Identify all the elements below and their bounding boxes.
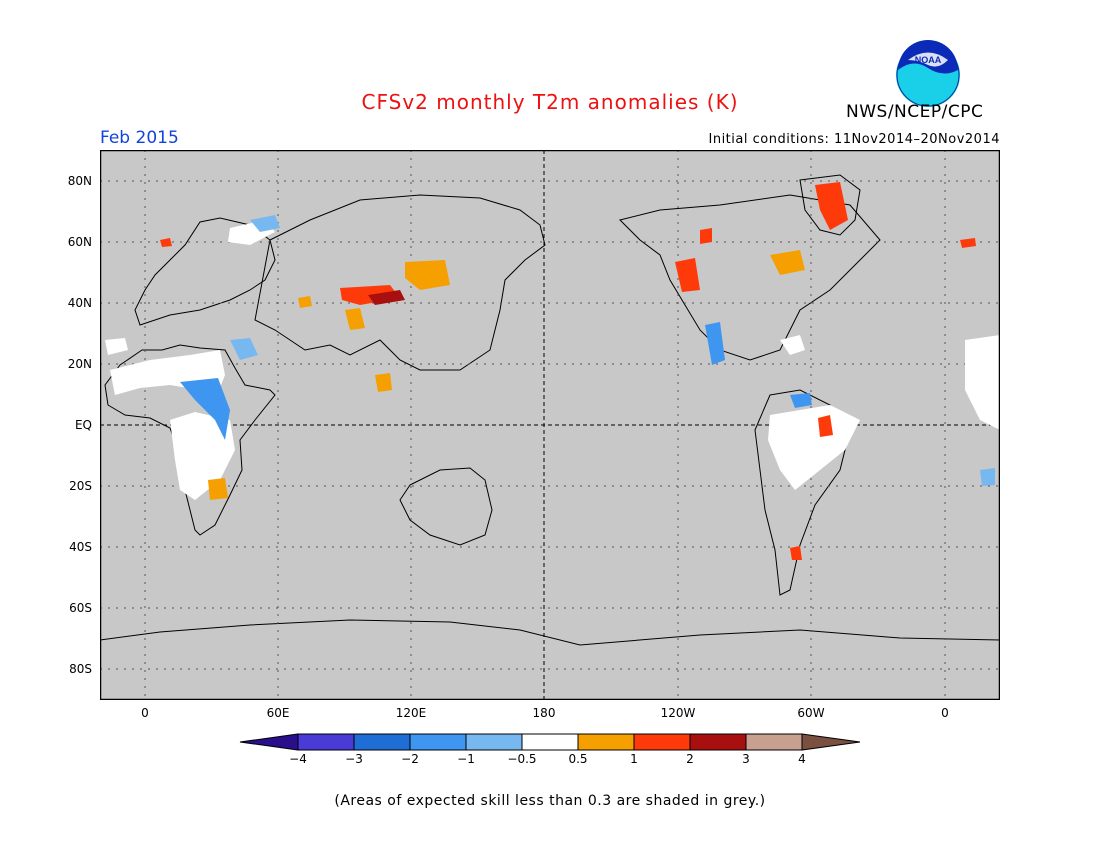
lon-label: 60E: [266, 706, 290, 720]
period-label: Feb 2015: [100, 128, 179, 148]
colorbar-arrow-low: [239, 733, 299, 751]
lon-label: 0: [941, 706, 949, 720]
colorbar: [239, 733, 861, 751]
map-frame: [100, 150, 1000, 700]
colorbar-label: −4: [289, 752, 307, 766]
lon-label: 180: [532, 706, 556, 720]
lat-label: 60S: [69, 601, 92, 615]
colorbar-label: 2: [686, 752, 694, 766]
colorbar-label: 3: [742, 752, 750, 766]
colorbar-label: −1: [457, 752, 475, 766]
lat-label: 20N: [67, 357, 92, 371]
anomaly-patches: [105, 182, 1000, 560]
colorbar-label: 0.5: [568, 752, 588, 766]
lat-label: 40S: [69, 540, 92, 554]
lat-label: 60N: [67, 235, 92, 249]
lat-label: 80N: [67, 174, 92, 188]
agency-label: NWS/NCEP/CPC: [846, 102, 984, 122]
lon-label: 0: [141, 706, 149, 720]
logo-text: NOAA: [915, 55, 942, 65]
anomaly-map: [100, 150, 1000, 700]
lat-label: 80S: [69, 662, 92, 676]
initial-conditions: Initial conditions: 11Nov2014–20Nov2014: [708, 132, 1000, 147]
lat-label: 40N: [67, 296, 92, 310]
colorbar-label: 1: [630, 752, 638, 766]
lon-label: 120W: [660, 706, 696, 720]
lat-label: EQ: [74, 418, 92, 432]
footnote: (Areas of expected skill less than 0.3 a…: [334, 793, 766, 809]
noaa-logo: NOAA: [893, 40, 963, 114]
lat-label: 20S: [69, 479, 92, 493]
map-title: CFSv2 monthly T2m anomalies (K): [361, 90, 739, 114]
grid-lines: [100, 150, 1000, 700]
colorbar-label: 4: [798, 752, 806, 766]
colorbar-label: −3: [345, 752, 363, 766]
colorbar-arrow-high: [801, 733, 861, 751]
lon-label: 60W: [797, 706, 825, 720]
colorbar-label: −0.5: [507, 752, 537, 766]
lon-label: 120E: [395, 706, 427, 720]
colorbar-label: −2: [401, 752, 419, 766]
